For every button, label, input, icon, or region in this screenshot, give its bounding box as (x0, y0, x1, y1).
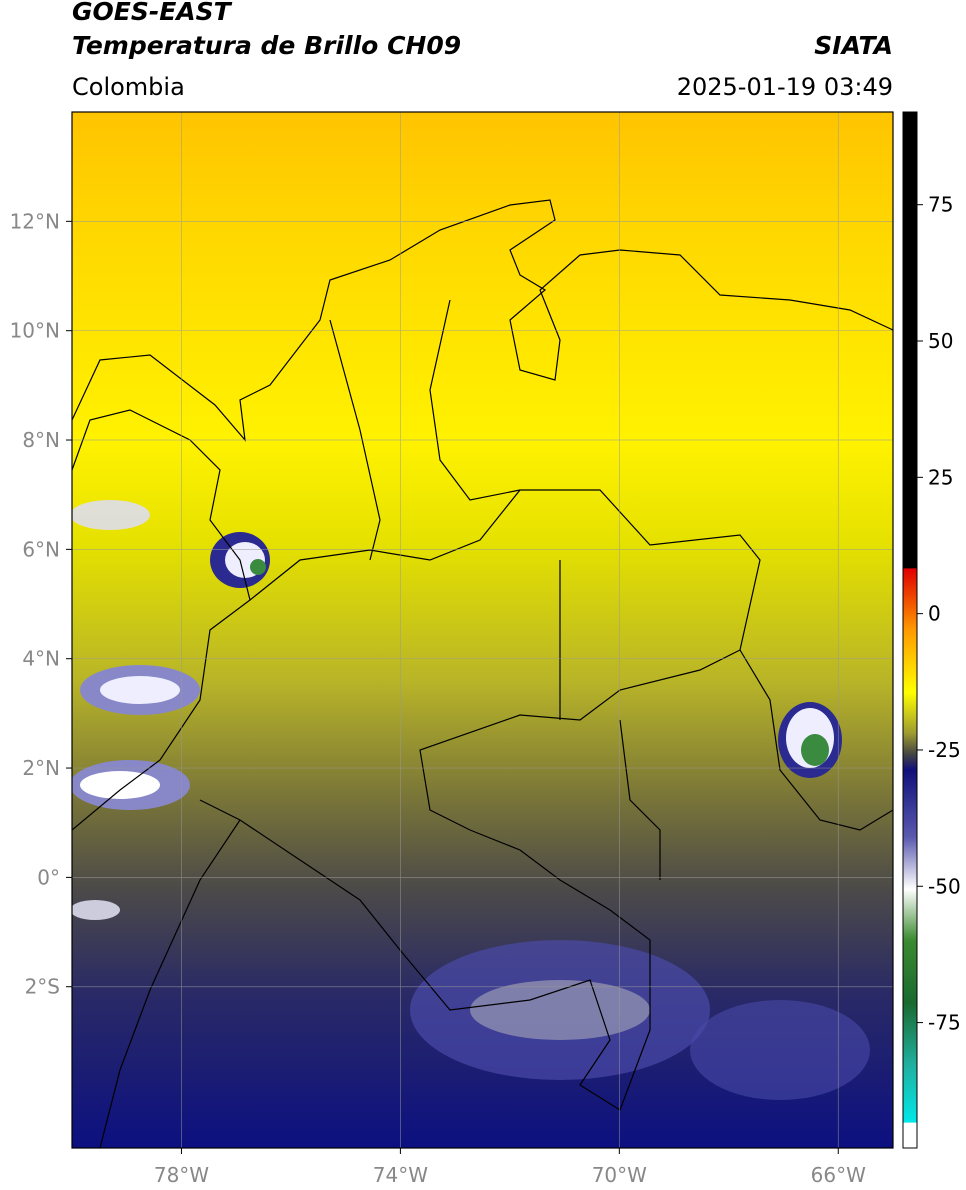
lat-tick-label: 10°N (10, 319, 60, 343)
lon-tick-label: 78°W (154, 1163, 209, 1187)
lon-tick-label: 74°W (373, 1163, 428, 1187)
lat-tick-label: 6°N (22, 537, 60, 561)
colorbar-tick-label: 50 (928, 329, 953, 353)
datetime: 2025-01-19 03:49 (677, 73, 893, 101)
colorbar-tick-label: -50 (928, 874, 961, 898)
lat-tick-label: 2°N (22, 756, 60, 780)
subtitle: Temperatura de Brillo CH09 (72, 31, 461, 60)
colorbar (902, 111, 918, 1149)
colorbar-tick-label: -75 (928, 1011, 961, 1035)
lat-tick-label: 2°S (25, 975, 60, 999)
lat-tick-label: 0° (37, 865, 60, 889)
lat-tick-label: 4°N (22, 647, 60, 671)
source: SIATA (814, 31, 893, 60)
title: GOES-EAST (72, 0, 233, 26)
lon-tick-label: 70°W (592, 1163, 647, 1187)
lon-tick-label: 66°W (811, 1163, 866, 1187)
map-image (72, 112, 893, 1148)
colorbar-tick-label: 75 (928, 193, 953, 217)
colorbar-tick-label: 0 (928, 602, 941, 626)
colorbar-tick-label: -25 (928, 738, 961, 762)
grid (72, 112, 893, 1148)
lat-tick-label: 8°N (22, 428, 60, 452)
map-frame (71, 111, 894, 1149)
region: Colombia (72, 73, 185, 101)
lat-tick-label: 12°N (10, 209, 60, 233)
colorbar-tick-label: 25 (928, 465, 953, 489)
